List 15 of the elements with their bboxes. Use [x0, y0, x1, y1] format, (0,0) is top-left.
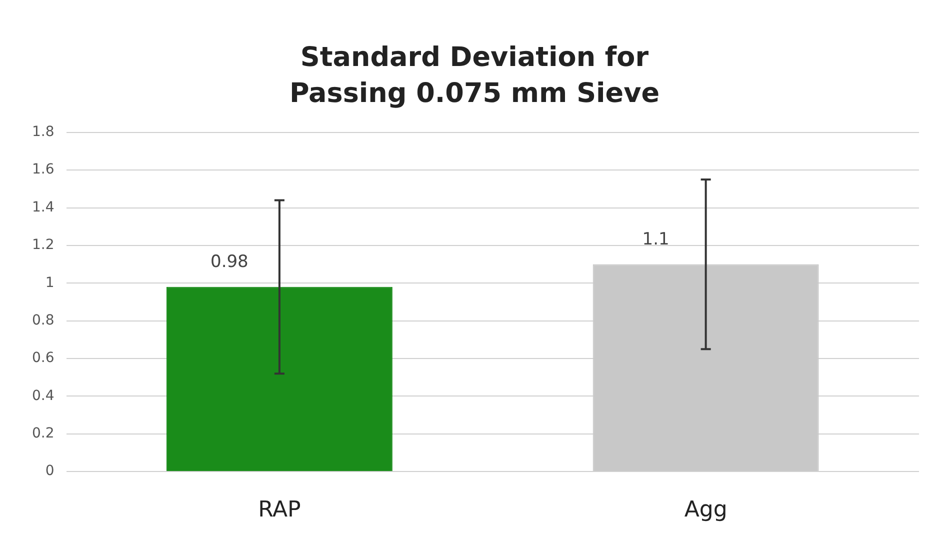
chart-title: Standard Deviation for Passing 0.075 mm Sieve [288, 41, 661, 111]
x-tick-label: RAP [258, 498, 301, 523]
y-tick-label: 0.2 [32, 426, 54, 442]
y-tick-label: 1.4 [32, 199, 54, 216]
y-tick-label: 1 [45, 274, 54, 291]
y-tick-label: 0 [45, 463, 54, 480]
y-tick-label: 0.4 [32, 388, 54, 404]
y-tick-label: 0.6 [32, 350, 54, 366]
y-tick-label: 1.8 [32, 124, 54, 140]
data-label: 1.1 [642, 229, 670, 250]
y-tick-label: 0.8 [32, 312, 54, 328]
x-tick-label: Agg [684, 498, 728, 523]
y-tick-label: 1.2 [32, 237, 54, 254]
data-label: 0.98 [210, 252, 248, 272]
y-tick-label: 1.6 [32, 162, 54, 178]
